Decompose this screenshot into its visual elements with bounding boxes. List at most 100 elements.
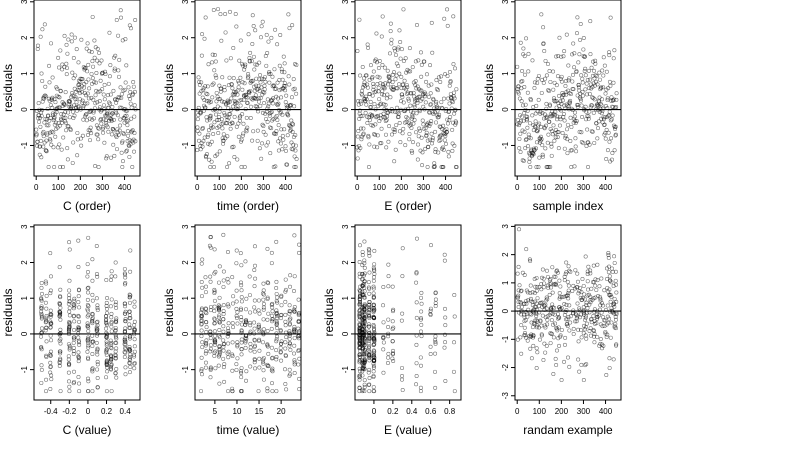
data-point — [603, 136, 608, 141]
data-point — [584, 117, 589, 122]
data-point — [445, 73, 450, 78]
data-point — [259, 76, 264, 81]
data-point — [446, 110, 451, 115]
data-point — [415, 101, 420, 106]
data-point — [580, 93, 585, 98]
data-point — [269, 368, 274, 373]
data-point — [529, 320, 534, 325]
data-point — [580, 276, 585, 281]
data-point — [360, 346, 365, 351]
data-point — [540, 143, 545, 148]
data-point — [109, 356, 114, 361]
data-point — [595, 316, 600, 321]
data-point — [127, 360, 132, 365]
data-point — [254, 96, 259, 101]
data-point — [365, 42, 370, 47]
y-tick-label: 1 — [181, 71, 190, 76]
data-point — [423, 100, 428, 105]
data-point — [529, 332, 534, 337]
data-point — [221, 100, 226, 105]
data-point — [296, 334, 301, 339]
x-tick-label: 100 — [533, 407, 547, 416]
data-point — [589, 317, 594, 322]
data-point — [250, 138, 255, 143]
data-point — [92, 80, 97, 85]
data-point — [76, 340, 81, 345]
data-point — [221, 344, 226, 349]
data-point — [589, 286, 594, 291]
data-point — [516, 299, 521, 304]
data-point — [263, 132, 268, 137]
data-point — [44, 377, 49, 382]
data-point — [261, 301, 266, 306]
data-point — [245, 101, 250, 106]
data-point — [132, 299, 137, 304]
data-point — [283, 312, 288, 317]
data-point — [588, 326, 593, 331]
data-point — [361, 126, 366, 131]
data-point — [375, 133, 380, 138]
data-point — [226, 83, 231, 88]
data-point — [277, 136, 282, 141]
data-point — [38, 34, 43, 39]
data-point — [367, 389, 372, 394]
data-point — [44, 306, 49, 311]
y-tick-label: 0 — [20, 331, 29, 336]
data-point — [581, 141, 586, 146]
data-point — [48, 360, 53, 365]
data-point — [446, 149, 451, 154]
data-point — [202, 98, 207, 103]
data-point — [49, 41, 54, 46]
data-point — [388, 95, 393, 100]
data-point — [607, 356, 612, 361]
data-point — [565, 317, 570, 322]
data-point — [573, 268, 578, 273]
data-point — [208, 349, 213, 354]
data-point — [392, 46, 397, 51]
data-point — [523, 318, 528, 323]
data-point — [553, 356, 558, 361]
data-point — [367, 382, 372, 387]
data-point — [126, 133, 131, 138]
data-point — [409, 148, 414, 153]
data-point — [111, 128, 116, 133]
y-tick-label: 2 — [501, 252, 510, 257]
data-point — [253, 62, 258, 67]
data-point — [362, 352, 367, 357]
data-point — [209, 139, 214, 144]
data-point — [122, 338, 127, 343]
data-point — [242, 165, 247, 170]
data-point — [568, 115, 573, 120]
data-point — [68, 127, 73, 132]
data-point — [132, 103, 137, 108]
data-point — [274, 337, 279, 342]
data-point — [249, 59, 254, 64]
data-point — [372, 315, 377, 320]
data-point — [113, 371, 118, 376]
data-point — [65, 157, 70, 162]
data-point — [220, 121, 225, 126]
data-point — [373, 132, 378, 137]
data-point — [575, 301, 580, 306]
data-point — [607, 109, 612, 114]
data-point — [279, 67, 284, 72]
data-point — [200, 144, 205, 149]
data-point — [248, 50, 253, 55]
data-point — [527, 159, 532, 164]
data-point — [517, 283, 522, 288]
data-point — [230, 86, 235, 91]
data-point — [358, 297, 363, 302]
data-point — [607, 365, 612, 370]
data-point — [91, 110, 96, 115]
x-tick-label: 0.4 — [120, 407, 132, 416]
data-point — [70, 70, 75, 75]
data-point — [208, 235, 213, 240]
data-point — [406, 96, 411, 101]
data-point — [454, 87, 459, 92]
data-point — [219, 86, 224, 91]
data-point — [614, 343, 619, 348]
data-point — [270, 389, 275, 394]
data-point — [67, 324, 72, 329]
data-point — [580, 80, 585, 85]
